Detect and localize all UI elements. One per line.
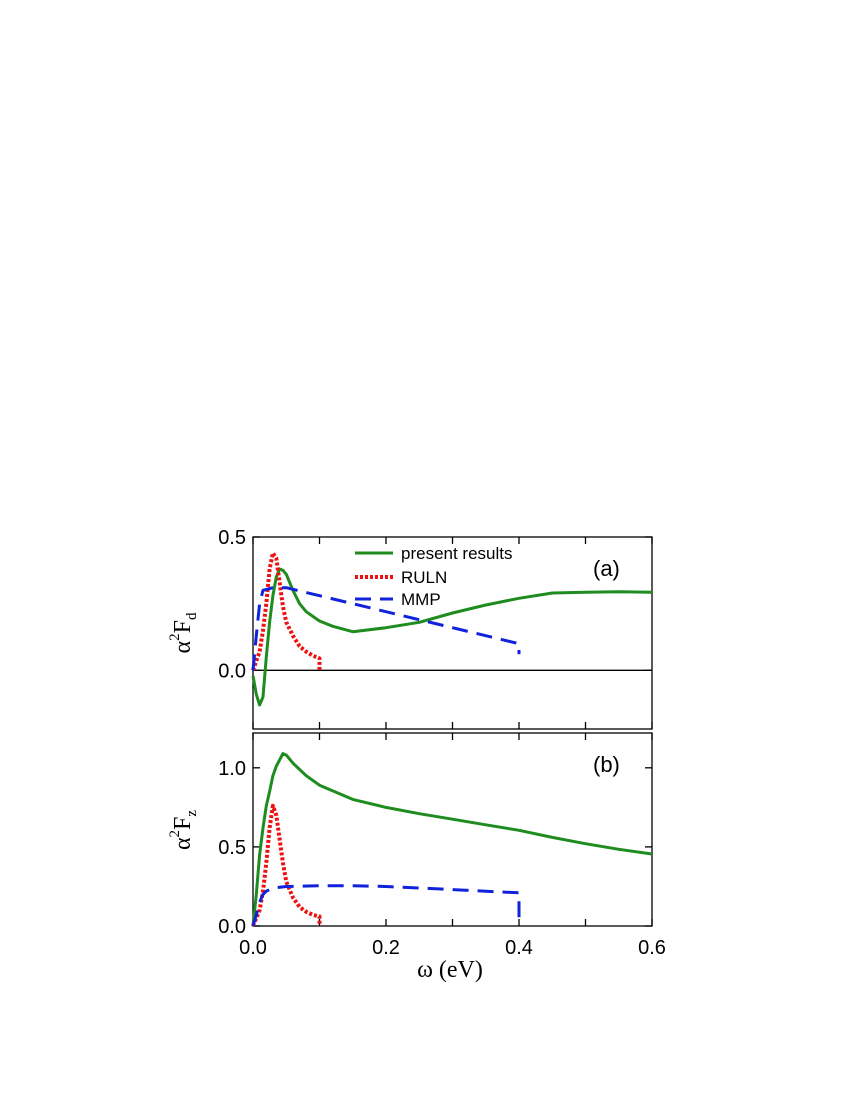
panel-b-tag: (b) bbox=[593, 752, 620, 777]
panel-b-series bbox=[251, 752, 653, 927]
y-tick-label: 1.0 bbox=[218, 758, 246, 780]
legend-entry-ruln: RULN bbox=[355, 568, 447, 587]
panel-b-ylabel: α2Fz bbox=[167, 810, 200, 850]
legend-label-present-results: present results bbox=[401, 544, 513, 563]
y-tick-label: 0.0 bbox=[218, 660, 246, 682]
series-ruln-line-a bbox=[251, 551, 322, 671]
y-tick-label: 0.0 bbox=[218, 916, 246, 938]
xlabel: ω (eV) bbox=[417, 957, 483, 983]
xlabel-unit: (eV) bbox=[433, 957, 483, 983]
svg-text:α2Fz: α2Fz bbox=[167, 810, 200, 850]
panel-b-xtick-labels: 0.0 0.2 0.4 0.6 bbox=[239, 937, 666, 959]
x-tick-label: 0.2 bbox=[372, 937, 400, 959]
x-tick-label: 0.0 bbox=[239, 937, 267, 959]
svg-text:α2Fd: α2Fd bbox=[167, 612, 200, 653]
series-mmp-line-b bbox=[251, 884, 521, 927]
series-ruln-line-b bbox=[251, 803, 322, 927]
series-present-results-line-a bbox=[251, 567, 653, 707]
panel-a-series bbox=[251, 551, 653, 707]
x-tick-label: 0.4 bbox=[505, 937, 533, 959]
legend-label-ruln: RULN bbox=[401, 568, 447, 587]
ylabel-b-alpha: α bbox=[170, 837, 196, 850]
panel-a-ytick-labels: 0.0 0.5 bbox=[218, 527, 246, 682]
legend: present results RULN MMP bbox=[355, 544, 513, 609]
series-mmp-line-a bbox=[251, 586, 521, 671]
y-tick-label: 0.5 bbox=[218, 527, 246, 549]
legend-entry-present-results: present results bbox=[355, 544, 513, 563]
ylabel-a-alpha: α bbox=[170, 640, 196, 653]
y-tick-label: 0.5 bbox=[218, 837, 246, 859]
panel-a: 0.0 0.5 present results RULN MMP (a) α2Fd bbox=[167, 527, 653, 730]
legend-entry-mmp: MMP bbox=[355, 590, 441, 609]
ylabel-b-sub: z bbox=[184, 810, 200, 817]
panel-b: 0.0 0.5 1.0 0.0 0.2 0.4 0.6 (b) α2Fz ω (eV) bbox=[167, 732, 666, 983]
ylabel-a-sup: 2 bbox=[167, 633, 183, 641]
ylabel-a-main: F bbox=[170, 620, 196, 633]
ylabel-a-sub: d bbox=[184, 612, 200, 620]
legend-label-mmp: MMP bbox=[401, 590, 441, 609]
ylabel-b-main: F bbox=[170, 817, 196, 830]
series-present-results-line-b bbox=[251, 752, 653, 927]
xlabel-omega: ω bbox=[417, 957, 433, 983]
panel-b-ytick-labels: 0.0 0.5 1.0 bbox=[218, 758, 246, 938]
ylabel-b-sup: 2 bbox=[167, 830, 183, 838]
panel-a-tag: (a) bbox=[593, 556, 620, 581]
x-tick-label: 0.6 bbox=[638, 937, 666, 959]
panel-a-ylabel: α2Fd bbox=[167, 612, 200, 653]
